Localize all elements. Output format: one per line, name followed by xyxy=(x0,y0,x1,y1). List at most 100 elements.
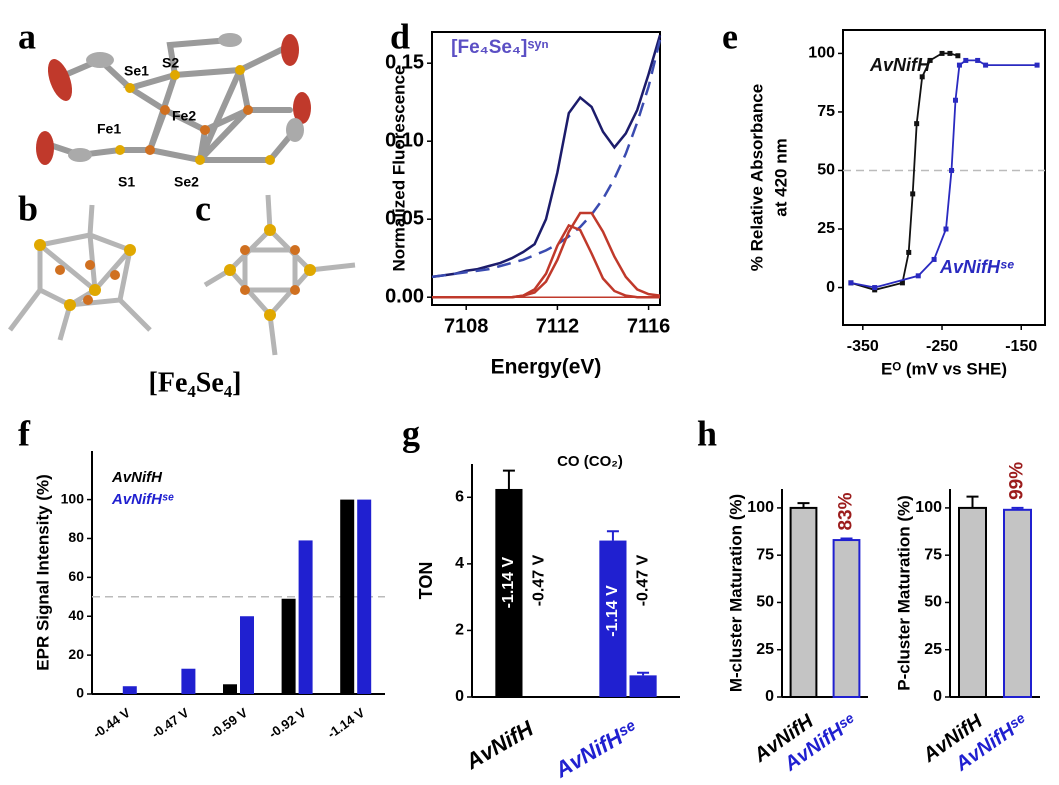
bar xyxy=(629,675,657,697)
bar xyxy=(181,668,196,694)
y-tick-label: 75 xyxy=(817,103,835,120)
data-point xyxy=(955,53,961,59)
y-tick-label: 20 xyxy=(68,646,84,662)
panel-label: f xyxy=(18,413,31,453)
legend-label: AvNifH xyxy=(869,55,931,75)
bar xyxy=(298,540,313,694)
y-axis-label: at 420 nm xyxy=(771,138,790,216)
panel-label: e xyxy=(722,16,738,56)
bar xyxy=(599,540,627,697)
data-point xyxy=(1034,62,1040,68)
x-tick-label: -1.14 V xyxy=(324,705,367,742)
bar xyxy=(340,499,355,694)
legend-label: AvNifH xyxy=(111,469,163,486)
bar-label: -0.47 V xyxy=(530,554,547,606)
data-point xyxy=(915,273,921,279)
y-tick-label: 0 xyxy=(933,688,942,705)
y-axis-label: Normalized Fluorescence xyxy=(389,66,408,272)
atom-label: S2 xyxy=(162,55,179,71)
bar xyxy=(164,693,179,694)
structure-caption: [Fe₄Se₄] xyxy=(149,367,242,398)
y-tick-label: 0 xyxy=(76,685,84,701)
y-axis-label: TON xyxy=(416,562,436,600)
y-tick-label: 0.10 xyxy=(385,129,424,151)
error-bar xyxy=(637,671,650,676)
fit-line xyxy=(850,52,959,291)
y-tick-label: 75 xyxy=(924,546,942,563)
bar xyxy=(357,499,372,694)
bar xyxy=(240,616,254,694)
y-tick-label: 25 xyxy=(817,220,835,237)
y-tick-label: 0 xyxy=(826,279,835,296)
x-tick-label: 7108 xyxy=(444,315,489,337)
x-tick-label: 7112 xyxy=(536,315,579,337)
y-tick-label: 50 xyxy=(817,162,835,179)
spectrum-line xyxy=(431,39,662,279)
atom-label: Fe2 xyxy=(172,108,196,124)
atom-label: Se2 xyxy=(174,174,199,190)
panel-label: g xyxy=(402,413,420,453)
data-point xyxy=(943,226,949,232)
annotation: CO (CO₂) xyxy=(557,453,623,470)
x-tick-label: -0.47 V xyxy=(149,705,192,742)
y-tick-label: 25 xyxy=(756,641,774,658)
chart-title: [Fe₄Se₄]ˢʸⁿ xyxy=(451,37,549,58)
error-bar xyxy=(502,469,515,489)
atoms-a xyxy=(36,33,311,165)
panel-label: b xyxy=(18,188,38,228)
y-tick-label: 100 xyxy=(747,499,774,516)
y-axis-label: M-cluster Maturation (%) xyxy=(726,494,745,692)
legend-label: AvNifHˢᵉ xyxy=(939,257,1015,277)
x-tick-label: AvNifHˢᵉ xyxy=(550,716,642,783)
y-tick-label: 80 xyxy=(68,529,84,545)
x-tick-label: 7116 xyxy=(627,315,670,337)
y-tick-label: 75 xyxy=(756,546,774,563)
spectrum-line xyxy=(431,34,662,279)
x-tick-label: -0.59 V xyxy=(207,705,250,742)
y-tick-label: 0.05 xyxy=(385,207,424,229)
bar xyxy=(789,506,818,698)
data-point xyxy=(983,62,989,68)
value-label: 99% xyxy=(1007,462,1028,500)
data-point xyxy=(927,57,933,63)
bar xyxy=(495,488,523,697)
bar-label: -1.14 V xyxy=(500,556,517,608)
data-point xyxy=(919,74,925,80)
y-tick-label: 25 xyxy=(924,641,942,658)
spectrum-line xyxy=(432,211,661,299)
atom-label: Se1 xyxy=(124,63,149,79)
data-point xyxy=(963,57,969,63)
bar xyxy=(832,539,861,699)
data-point xyxy=(906,249,912,255)
data-point xyxy=(899,280,905,286)
x-tick-label: -150 xyxy=(1005,338,1037,355)
data-point xyxy=(947,50,953,56)
atom-label: S1 xyxy=(118,174,135,190)
atoms-b xyxy=(34,239,136,311)
bar-label: -0.47 V xyxy=(634,554,651,606)
legend-label: AvNifHˢᵉ xyxy=(111,491,174,508)
data-point xyxy=(848,280,854,286)
panel-label: d xyxy=(390,16,410,56)
panel-label: a xyxy=(18,16,36,56)
y-tick-label: 0 xyxy=(455,688,464,705)
bar xyxy=(105,693,120,694)
data-point xyxy=(975,57,981,63)
y-tick-label: 4 xyxy=(455,555,464,572)
atom-label: Fe1 xyxy=(97,121,121,137)
y-tick-label: 50 xyxy=(924,594,942,611)
data-point xyxy=(914,121,920,127)
data-point xyxy=(931,256,937,262)
data-point xyxy=(952,97,958,103)
fit-line xyxy=(850,59,1038,289)
error-bar xyxy=(1011,506,1024,510)
x-tick-label: AvNifH xyxy=(461,715,539,774)
value-label: 83% xyxy=(836,492,857,530)
data-point xyxy=(939,50,945,56)
error-bar xyxy=(606,530,619,541)
error-bar xyxy=(966,495,979,508)
plot-frame xyxy=(842,29,1046,326)
error-bar xyxy=(797,502,810,508)
y-axis-label: EPR Signal Intensity (%) xyxy=(33,474,52,670)
